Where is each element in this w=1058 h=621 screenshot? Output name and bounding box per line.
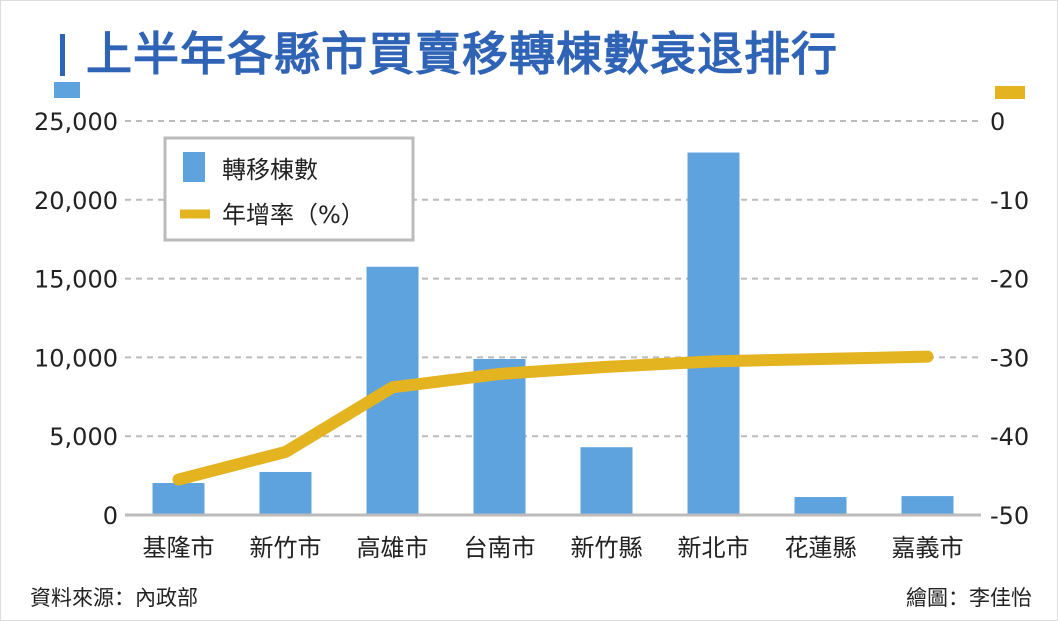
- title-accent: [60, 34, 85, 76]
- category-label: 高雄市: [357, 534, 429, 562]
- credit-note: 繪圖：李佳怡: [906, 586, 1032, 610]
- right-tick-label: -20: [990, 266, 1029, 294]
- legend-label-bar: 轉移棟數: [222, 156, 318, 184]
- bar-新北市: [687, 152, 740, 515]
- left-axis-marker: [54, 82, 80, 98]
- right-tick-label: 0: [990, 108, 1005, 136]
- bar-新竹市: [259, 471, 312, 515]
- line-point-新竹市: [284, 450, 287, 453]
- legend-box: [163, 136, 415, 242]
- line-point-嘉義市: [926, 355, 929, 358]
- chart-title: 上半年各縣市買賣移轉棟數衰退排行: [86, 27, 838, 81]
- line-point-基隆市: [177, 478, 180, 481]
- line-point-新竹縣: [605, 365, 608, 368]
- line-point-高雄市: [391, 386, 394, 389]
- source-note: 資料來源：內政部: [30, 586, 198, 610]
- left-tick-label: 5,000: [49, 423, 118, 451]
- category-label: 花蓮縣: [785, 534, 857, 562]
- bar-花蓮縣: [794, 497, 847, 515]
- right-tick-label: -10: [990, 187, 1029, 215]
- right-tick-label: -40: [990, 423, 1029, 451]
- category-label: 新北市: [678, 534, 750, 562]
- growth-rate-line: [172, 350, 934, 486]
- bar-台南市: [473, 358, 526, 515]
- right-tick-label: -50: [990, 502, 1029, 530]
- left-tick-label: 25,000: [34, 108, 118, 136]
- category-label: 台南市: [464, 534, 536, 562]
- left-tick-label: 0: [103, 502, 118, 530]
- category-label: 基隆市: [143, 534, 215, 562]
- line-point-台南市: [498, 372, 501, 375]
- line-point-花蓮縣: [819, 357, 822, 360]
- left-tick-label: 10,000: [34, 344, 118, 372]
- category-label: 新竹縣: [571, 534, 643, 562]
- legend-swatch-bar: [183, 152, 205, 182]
- bar-新竹縣: [580, 447, 633, 515]
- legend-label-line: 年增率（%）: [222, 201, 365, 229]
- left-tick-label: 20,000: [34, 187, 118, 215]
- right-tick-label: -30: [990, 344, 1029, 372]
- category-label: 嘉義市: [892, 534, 964, 562]
- category-label: 新竹市: [250, 534, 322, 562]
- left-tick-label: 15,000: [34, 266, 118, 294]
- bar-基隆市: [152, 483, 205, 515]
- right-axis-marker: [995, 86, 1025, 99]
- line-point-新北市: [712, 360, 715, 363]
- bar-嘉義市: [901, 496, 954, 515]
